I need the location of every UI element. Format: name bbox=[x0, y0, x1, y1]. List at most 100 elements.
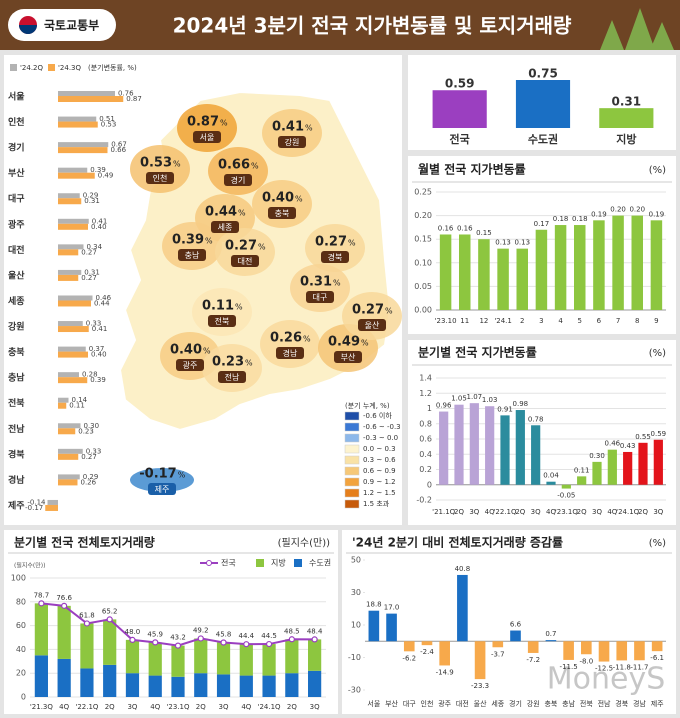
bar bbox=[653, 439, 663, 485]
line-value-label: 48.4 bbox=[307, 627, 323, 635]
bar bbox=[478, 239, 490, 310]
x-tick-label: 2Q bbox=[577, 508, 587, 516]
line-value-label: 49.2 bbox=[193, 626, 209, 634]
bar bbox=[386, 613, 397, 642]
bar-segment bbox=[57, 658, 71, 697]
bar bbox=[500, 415, 510, 485]
region-name: 경북 bbox=[328, 252, 343, 262]
bar-value-label: 0.13 bbox=[495, 239, 511, 247]
x-tick-label: 2Q bbox=[454, 508, 464, 516]
bar bbox=[554, 225, 567, 310]
bar bbox=[45, 504, 58, 511]
bar bbox=[598, 641, 610, 662]
bar-value-label: 1.05 bbox=[451, 395, 467, 403]
bar-value-label: 0.66 bbox=[111, 146, 127, 154]
line-point bbox=[129, 636, 136, 643]
bar-value-label: 6.6 bbox=[510, 621, 522, 629]
region-tag bbox=[224, 174, 252, 186]
region-label: 대전 bbox=[8, 244, 25, 256]
bar-value-label: -3.7 bbox=[491, 650, 505, 658]
x-tick-label: '24.1Q bbox=[258, 703, 282, 711]
bar-value-label: 0.33 bbox=[86, 447, 102, 455]
map-value: 0.23 bbox=[212, 355, 244, 370]
bar bbox=[58, 346, 86, 352]
bar-value-label: 0.31 bbox=[84, 197, 100, 205]
legend-swatch bbox=[256, 559, 264, 567]
bar-segment bbox=[308, 670, 322, 697]
bar-value-label: 0.31 bbox=[612, 95, 642, 109]
bar bbox=[58, 295, 93, 301]
bar-value-label: 0.29 bbox=[83, 473, 99, 481]
bar-segment bbox=[148, 675, 162, 697]
line-value-label: 43.2 bbox=[170, 634, 186, 642]
bar-segment bbox=[285, 639, 299, 674]
bar bbox=[58, 121, 98, 128]
x-tick-label: 11 bbox=[460, 317, 469, 325]
bar-value-label: 0.98 bbox=[513, 400, 529, 408]
region-tag bbox=[208, 315, 236, 327]
bar bbox=[58, 423, 81, 429]
line-point bbox=[106, 616, 113, 623]
bar bbox=[650, 220, 663, 310]
y-tick-label: 0.20 bbox=[414, 211, 432, 220]
region-name: 경남 bbox=[283, 348, 298, 358]
y-tick-label: 0 bbox=[21, 693, 26, 702]
bar bbox=[403, 641, 415, 652]
map-unit: % bbox=[305, 124, 313, 133]
y-tick-label: -0.2 bbox=[416, 496, 432, 505]
y-tick-label: 0.10 bbox=[414, 258, 432, 267]
bar-value-label: 0.46 bbox=[605, 440, 621, 448]
bar bbox=[651, 641, 663, 652]
line-point bbox=[197, 635, 204, 642]
map-value: 0.44 bbox=[205, 205, 237, 220]
x-tick-label: 부산 bbox=[385, 699, 398, 708]
line-point bbox=[174, 642, 182, 649]
bar-value-label: 17.0 bbox=[384, 604, 400, 612]
bar-value-label: 0.04 bbox=[543, 472, 559, 480]
x-tick-label: 3Q bbox=[469, 508, 479, 516]
panel bbox=[342, 530, 676, 714]
bar bbox=[561, 484, 571, 489]
map-legend-label: -0.6 ~ -0.3 bbox=[363, 423, 401, 431]
region-label: 대구 bbox=[8, 193, 25, 205]
bar-value-label: -11.5 bbox=[560, 663, 578, 671]
line-value-label: 61.8 bbox=[79, 611, 95, 619]
x-tick-label: 경남 bbox=[633, 699, 646, 708]
region-name: 대전 bbox=[238, 256, 253, 266]
line-point bbox=[220, 639, 227, 646]
region-tag bbox=[176, 359, 204, 371]
x-tick-label: 3Q bbox=[219, 703, 229, 711]
x-tick-label: 9 bbox=[654, 317, 658, 325]
region-name: 경기 bbox=[231, 175, 246, 185]
bar-value-label: 0.15 bbox=[476, 229, 492, 237]
y-tick-label: -10 bbox=[348, 653, 361, 662]
page-title: 2024년 3분기 전국 지가변동률 및 토지거래량 bbox=[173, 14, 572, 38]
bar-segment bbox=[262, 644, 276, 676]
bar-value-label: 0.11 bbox=[574, 466, 590, 474]
legend-label: 수도권 bbox=[309, 558, 331, 568]
x-tick-label: 지방 bbox=[616, 132, 636, 146]
bar bbox=[58, 147, 108, 154]
region-label: 전남 bbox=[8, 423, 25, 435]
x-tick-label: 수도권 bbox=[528, 133, 558, 146]
bar bbox=[527, 641, 539, 653]
map-legend-label: -0.3 ~ 0.0 bbox=[363, 434, 398, 442]
x-tick-label: '22.1Q bbox=[75, 703, 99, 711]
map: 0.87 % 서울 0.53 % 인천 0.66 % 경기 0.41 % 강원 0.44 % 세종 0.40%… bbox=[130, 104, 402, 495]
bar bbox=[616, 641, 628, 661]
x-tick-label: 광주 bbox=[438, 700, 451, 708]
bar-segment bbox=[34, 655, 48, 697]
region-name: 울산 bbox=[365, 320, 380, 330]
bar-value-label: 0.28 bbox=[82, 371, 98, 379]
y-tick-label: 0.05 bbox=[414, 282, 432, 291]
region-tag bbox=[306, 291, 334, 303]
map-region bbox=[130, 145, 190, 193]
x-tick-label: 4Q bbox=[59, 703, 69, 711]
region-label: 경기 bbox=[8, 142, 25, 154]
bar-value-label: 0.13 bbox=[514, 239, 530, 247]
map-legend-label: 0.9 ~ 1.2 bbox=[363, 478, 396, 486]
x-tick-label: 4Q bbox=[546, 508, 556, 516]
bar-value-label: 0.78 bbox=[528, 415, 544, 423]
map-unit: % bbox=[245, 359, 253, 368]
